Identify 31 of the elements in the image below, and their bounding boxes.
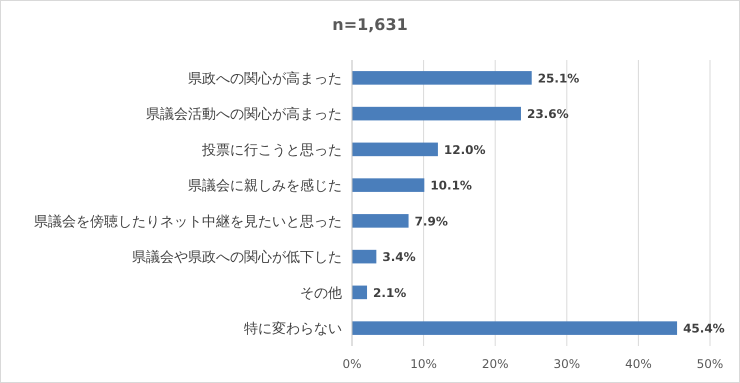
x-tick-label: 50%: [696, 357, 724, 371]
data-label: 12.0%: [444, 142, 486, 157]
data-label: 23.6%: [526, 107, 569, 122]
data-label: 25.1%: [538, 71, 580, 86]
x-tick-label: 10%: [410, 357, 437, 371]
bar: [352, 321, 678, 335]
data-label: 10.1%: [430, 178, 472, 193]
y-tick-label: 県議会を傍聴したりネット中継を見たいと思った: [34, 214, 342, 230]
bar: [352, 214, 409, 228]
bar: [352, 250, 376, 264]
y-tick-label: 県議会や県政への関心が低下した: [132, 250, 342, 266]
bar: [352, 178, 424, 192]
y-tick-label: 特に変わらない: [244, 321, 342, 338]
chart-title: n=1,631: [332, 15, 408, 34]
data-label: 2.1%: [373, 286, 406, 300]
x-tick-label: 0%: [342, 357, 362, 371]
y-tick-label: 投票に行こうと思った: [201, 142, 342, 158]
data-label: 3.4%: [382, 250, 416, 264]
bar: [352, 71, 532, 85]
bar: [352, 286, 368, 300]
y-tick-label: 県政への関心が高まった: [188, 70, 342, 87]
data-label: 7.9%: [414, 214, 448, 228]
y-tick-label: 県議会に親しみを感じた: [188, 178, 342, 194]
x-tick-label: 40%: [625, 357, 652, 371]
y-tick-label: その他: [300, 285, 342, 302]
x-tick-label: 30%: [553, 357, 580, 371]
bar: [352, 142, 438, 156]
bar: [352, 106, 521, 120]
y-tick-label: 県議会活動への関心が高まった: [146, 106, 342, 123]
x-tick-label: 20%: [482, 357, 509, 371]
data-label: 45.4%: [683, 322, 725, 336]
